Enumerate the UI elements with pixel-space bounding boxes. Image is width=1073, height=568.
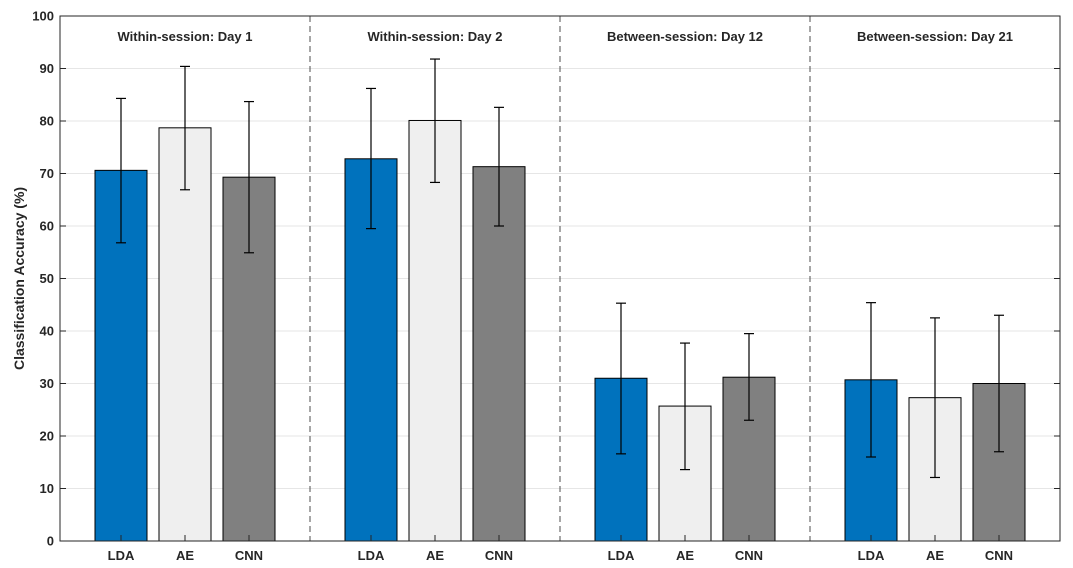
- y-tick-label: 10: [40, 481, 54, 496]
- x-tick-label: CNN: [235, 548, 263, 563]
- x-tick-label: CNN: [735, 548, 763, 563]
- y-tick-label: 60: [40, 219, 54, 234]
- axes: [59, 15, 1061, 542]
- y-tick-labels: 0 10 20 30 40 50 60 70 80 90 100: [32, 9, 54, 549]
- x-tick-label: AE: [176, 548, 194, 563]
- x-tick-label: CNN: [485, 548, 513, 563]
- y-tick-label: 80: [40, 114, 54, 129]
- y-tick-label: 0: [47, 534, 54, 549]
- panel-title: Between-session: Day 12: [607, 29, 763, 44]
- bar-ae: [158, 127, 212, 542]
- panel-titles: Within-session: Day 1 Within-session: Day…: [118, 29, 1014, 44]
- y-tick-label: 70: [40, 166, 54, 181]
- bar-ae: [408, 119, 462, 542]
- x-tick-label: LDA: [608, 548, 635, 563]
- y-axis-label: Classification Accuracy (%): [11, 187, 27, 370]
- y-tick-label: 100: [32, 9, 54, 24]
- bar-cnn: [472, 166, 526, 542]
- x-tick-label: CNN: [985, 548, 1013, 563]
- x-tick-labels: LDA AE CNN LDA AE CNN LDA AE CNN LDA AE CNN: [108, 548, 1013, 563]
- x-tick-label: AE: [926, 548, 944, 563]
- axes-box: [59, 15, 1061, 542]
- panel-title: Within-session: Day 1: [118, 29, 253, 44]
- x-tick-label: AE: [426, 548, 444, 563]
- y-tick-label: 50: [40, 271, 54, 286]
- x-tick-label: AE: [676, 548, 694, 563]
- panel-title: Within-session: Day 2: [368, 29, 503, 44]
- y-tick-label: 40: [40, 324, 54, 339]
- x-tick-label: LDA: [108, 548, 135, 563]
- panel-title: Between-session: Day 21: [857, 29, 1013, 44]
- x-tick-label: LDA: [858, 548, 885, 563]
- y-tick-label: 30: [40, 376, 54, 391]
- y-tick-label: 90: [40, 61, 54, 76]
- y-tick-label: 20: [40, 429, 54, 444]
- panel-dividers: [309, 16, 811, 541]
- x-tick-label: LDA: [358, 548, 385, 563]
- error-bars: [116, 58, 1004, 479]
